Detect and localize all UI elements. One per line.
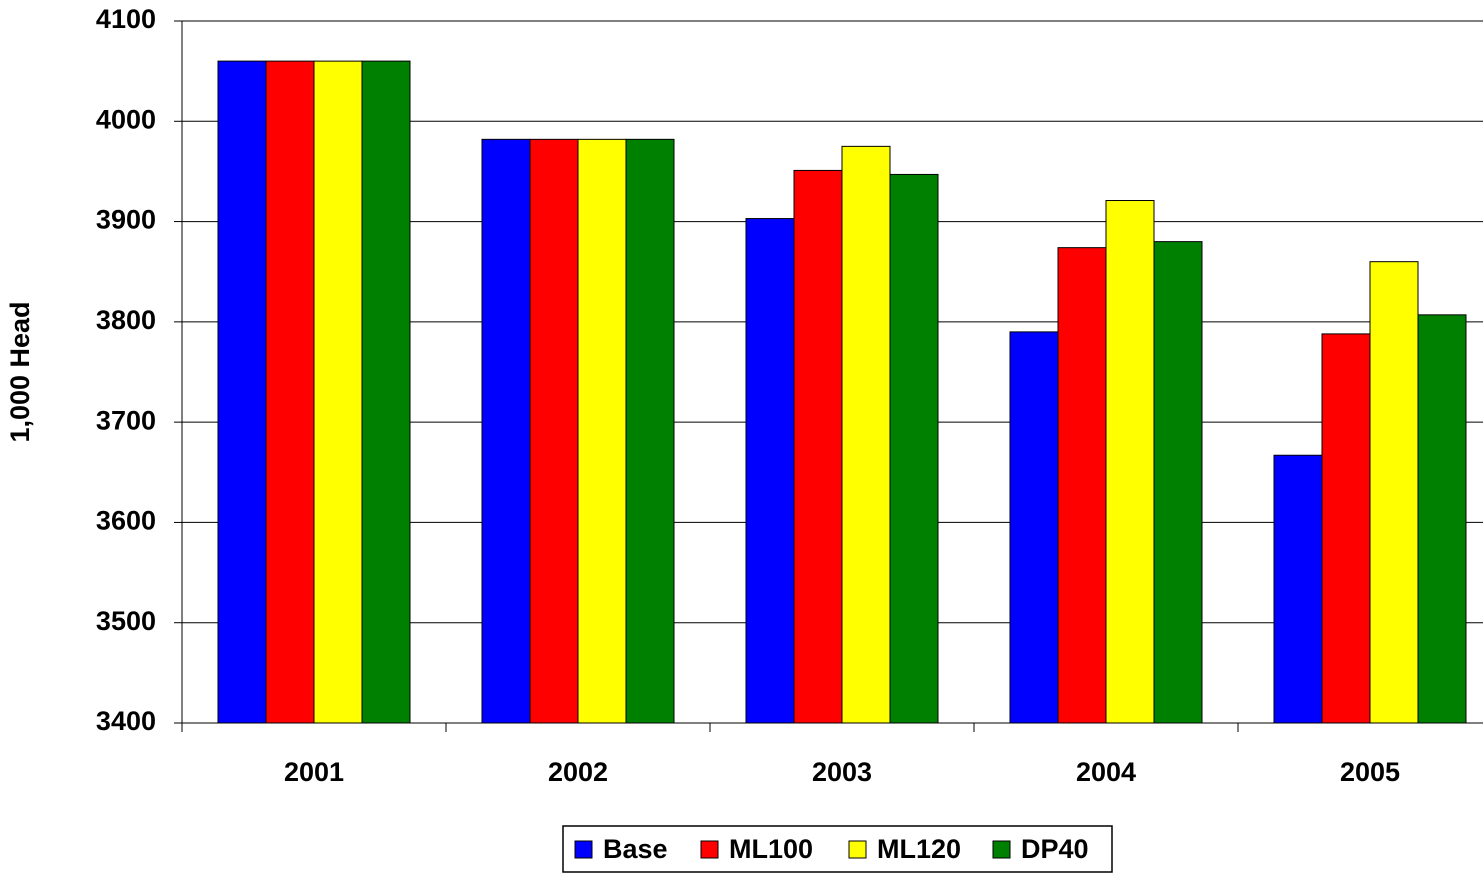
legend-label: Base	[603, 834, 668, 864]
bar	[1057, 247, 1107, 724]
y-tick-label: 3700	[96, 405, 156, 435]
legend-box	[562, 825, 1113, 873]
bar	[1105, 200, 1155, 724]
bar	[1321, 333, 1371, 724]
bar	[793, 169, 843, 724]
y-tick-label: 3900	[96, 205, 156, 235]
legend: Base ML100 ML120 DP40	[562, 825, 1113, 873]
y-tick-label: 4100	[96, 4, 156, 34]
x-tick-label: 2001	[284, 757, 344, 787]
legend-swatch	[574, 840, 593, 859]
bar	[889, 173, 939, 724]
y-tick-label: 4000	[96, 104, 156, 134]
x-tick-label: 2002	[548, 757, 608, 787]
bar	[361, 60, 411, 724]
bar	[1369, 261, 1419, 724]
legend-swatch	[992, 840, 1011, 859]
bar	[841, 145, 891, 724]
bar	[577, 138, 627, 724]
bar	[1153, 241, 1203, 724]
bar	[313, 60, 363, 724]
legend-label: DP40	[1021, 834, 1089, 864]
bar	[1417, 314, 1467, 724]
x-tick-label: 2003	[812, 757, 872, 787]
legend-label: ML100	[729, 834, 813, 864]
x-tick-label: 2004	[1076, 757, 1136, 787]
bar	[625, 138, 675, 724]
bar	[1009, 331, 1059, 724]
legend-label: ML120	[877, 834, 961, 864]
x-tick-label: 2005	[1340, 757, 1400, 787]
y-tick-label: 3400	[96, 706, 156, 736]
y-axis-label: 1,000 Head	[5, 301, 35, 442]
bar	[529, 138, 579, 724]
y-tick-label: 3500	[96, 606, 156, 636]
legend-swatch	[848, 840, 867, 859]
bar	[1273, 454, 1323, 724]
bar	[265, 60, 315, 724]
legend-swatch	[700, 840, 719, 859]
y-tick-label: 3800	[96, 305, 156, 335]
y-tick-label: 3600	[96, 506, 156, 536]
bar	[217, 60, 267, 724]
bar	[481, 138, 531, 724]
bar	[745, 218, 795, 724]
